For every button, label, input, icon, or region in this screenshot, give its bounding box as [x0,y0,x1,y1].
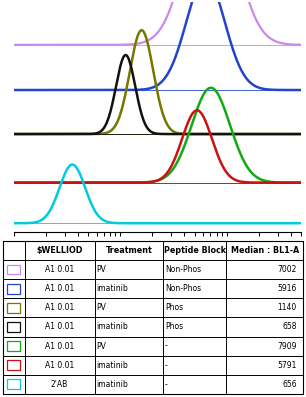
Text: 5916: 5916 [278,284,297,293]
Text: $WELLIOD: $WELLIOD [36,246,83,255]
Bar [7,341,20,351]
Text: 658: 658 [282,322,297,331]
Bar [7,360,20,370]
Text: imatinib: imatinib [96,284,128,293]
Text: imatinib: imatinib [96,360,128,370]
Text: -: - [165,341,168,351]
Text: Non-Phos: Non-Phos [165,265,201,274]
Bar [7,284,20,293]
Text: Treatment: Treatment [106,246,152,255]
Bar [7,303,20,313]
Text: A1 0.01: A1 0.01 [45,284,74,293]
Text: PV: PV [96,341,106,351]
Text: PV: PV [96,265,106,274]
Text: 2'AB: 2'AB [51,380,68,389]
Bar [7,380,20,389]
Text: Median : BL1-A: Median : BL1-A [231,246,299,255]
Text: A1 0.01: A1 0.01 [45,341,74,351]
Text: 5791: 5791 [278,360,297,370]
Text: Phos: Phos [165,322,183,331]
Bar [7,265,20,274]
Text: 1140: 1140 [278,303,297,312]
Text: 7002: 7002 [278,265,297,274]
Text: -: - [165,360,168,370]
Text: A1 0.01: A1 0.01 [45,322,74,331]
Text: Non-Phos: Non-Phos [165,284,201,293]
Text: A1 0.01: A1 0.01 [45,360,74,370]
Text: 7909: 7909 [277,341,297,351]
Text: -: - [165,380,168,389]
Text: A1 0.01: A1 0.01 [45,265,74,274]
Text: PV: PV [96,303,106,312]
Text: Phos: Phos [165,303,183,312]
Text: Peptide Block: Peptide Block [164,246,226,255]
Text: A1 0.01: A1 0.01 [45,303,74,312]
Text: 656: 656 [282,380,297,389]
Text: imatinib: imatinib [96,380,128,389]
Bar [7,322,20,332]
Text: imatinib: imatinib [96,322,128,331]
